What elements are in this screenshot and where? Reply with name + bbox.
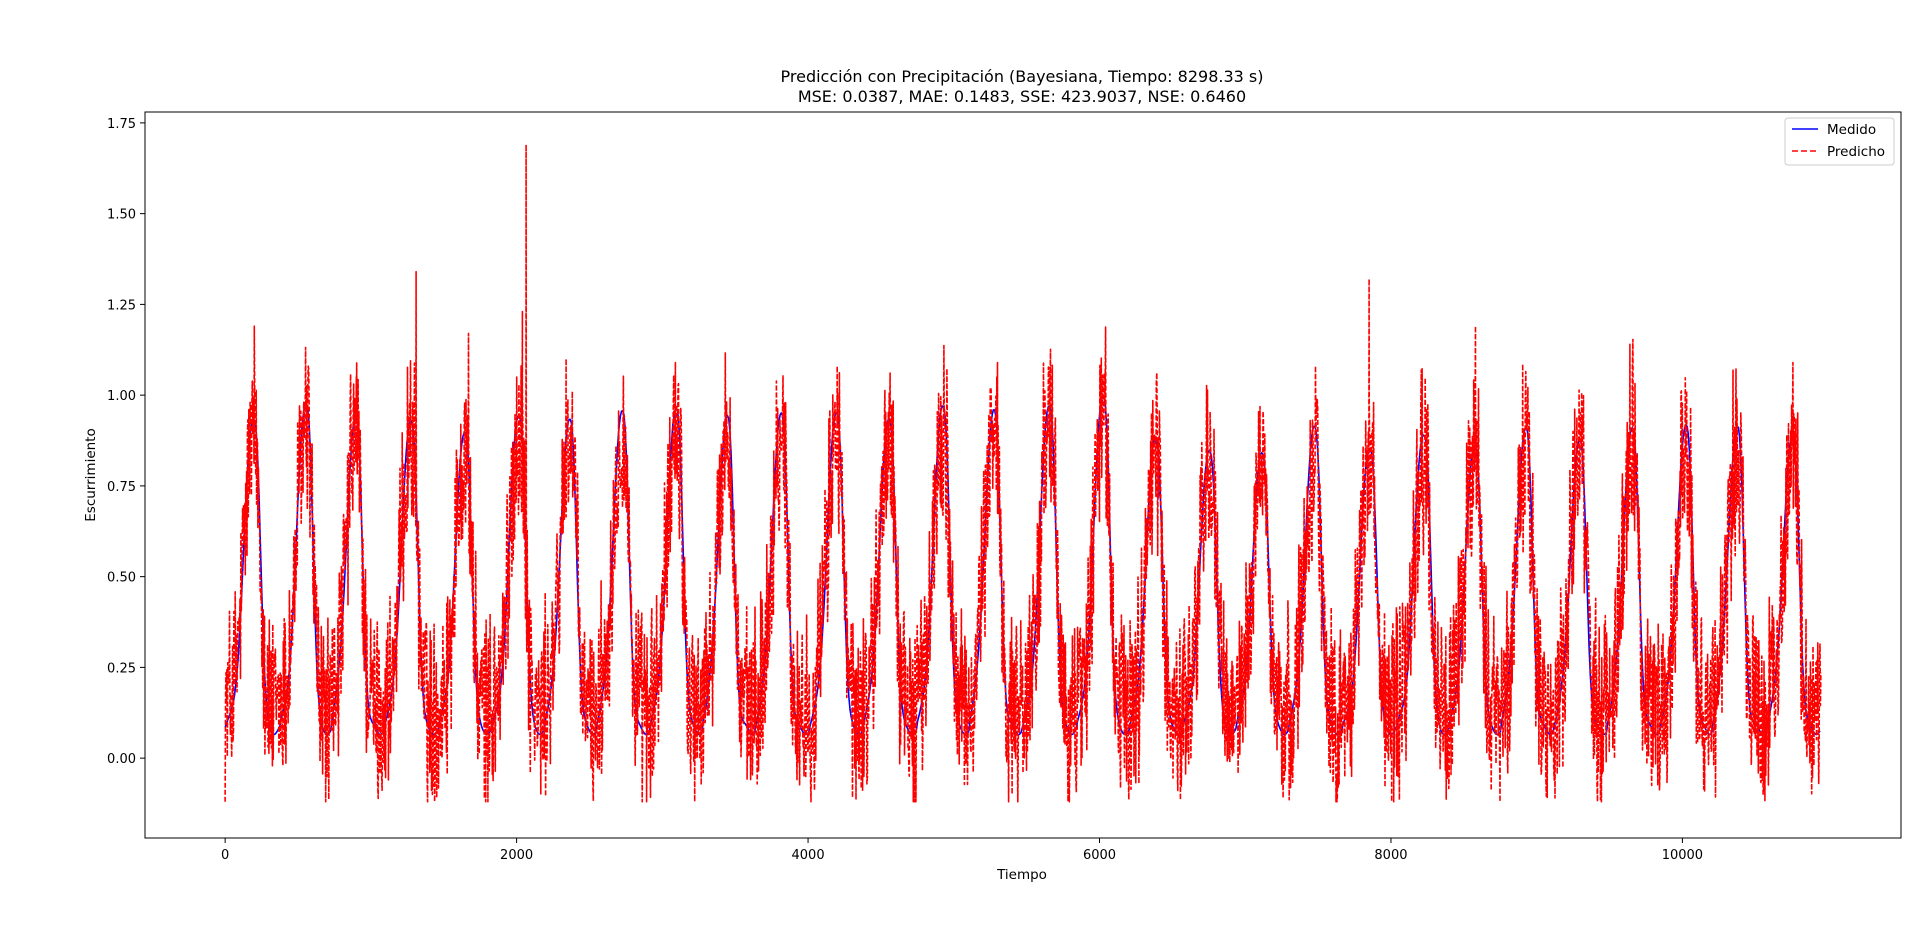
- x-tick-label: 2000: [500, 848, 533, 863]
- y-axis-label: Escurrimiento: [83, 428, 99, 521]
- y-tick-label: 1.25: [107, 298, 136, 313]
- y-tick-label: 1.50: [107, 208, 136, 223]
- legend-label-predicho: Predicho: [1827, 144, 1885, 160]
- series-layer: [224, 143, 1822, 803]
- x-tick-label: 4000: [792, 848, 825, 863]
- x-tick-label: 6000: [1083, 848, 1116, 863]
- legend-label-medido: Medido: [1827, 122, 1876, 138]
- y-tick-label: 0.25: [107, 661, 136, 676]
- y-tick-label: 0.75: [107, 480, 136, 495]
- x-tick-label: 8000: [1374, 848, 1407, 863]
- legend: Medido Predicho: [1784, 117, 1895, 166]
- series-line-predicho: [224, 143, 1822, 803]
- x-axis: 0 2000 4000 6000 8000 10000: [221, 838, 1703, 863]
- plot-frame: [144, 111, 1902, 839]
- x-axis-label: Tiempo: [996, 867, 1047, 883]
- x-tick-label: 10000: [1662, 848, 1703, 863]
- y-axis: 0.00 0.25 0.50 0.75 1.00 1.25 1.50 1.75: [107, 117, 145, 767]
- x-tick-label: 0: [221, 848, 229, 863]
- chart-subtitle: MSE: 0.0387, MAE: 0.1483, SSE: 423.9037,…: [798, 87, 1246, 106]
- y-tick-label: 0.50: [107, 571, 136, 586]
- y-tick-label: 0.00: [107, 752, 136, 767]
- y-tick-label: 1.75: [107, 117, 136, 132]
- chart-title: Predicción con Precipitación (Bayesiana,…: [781, 67, 1264, 86]
- y-tick-label: 1.00: [107, 389, 136, 404]
